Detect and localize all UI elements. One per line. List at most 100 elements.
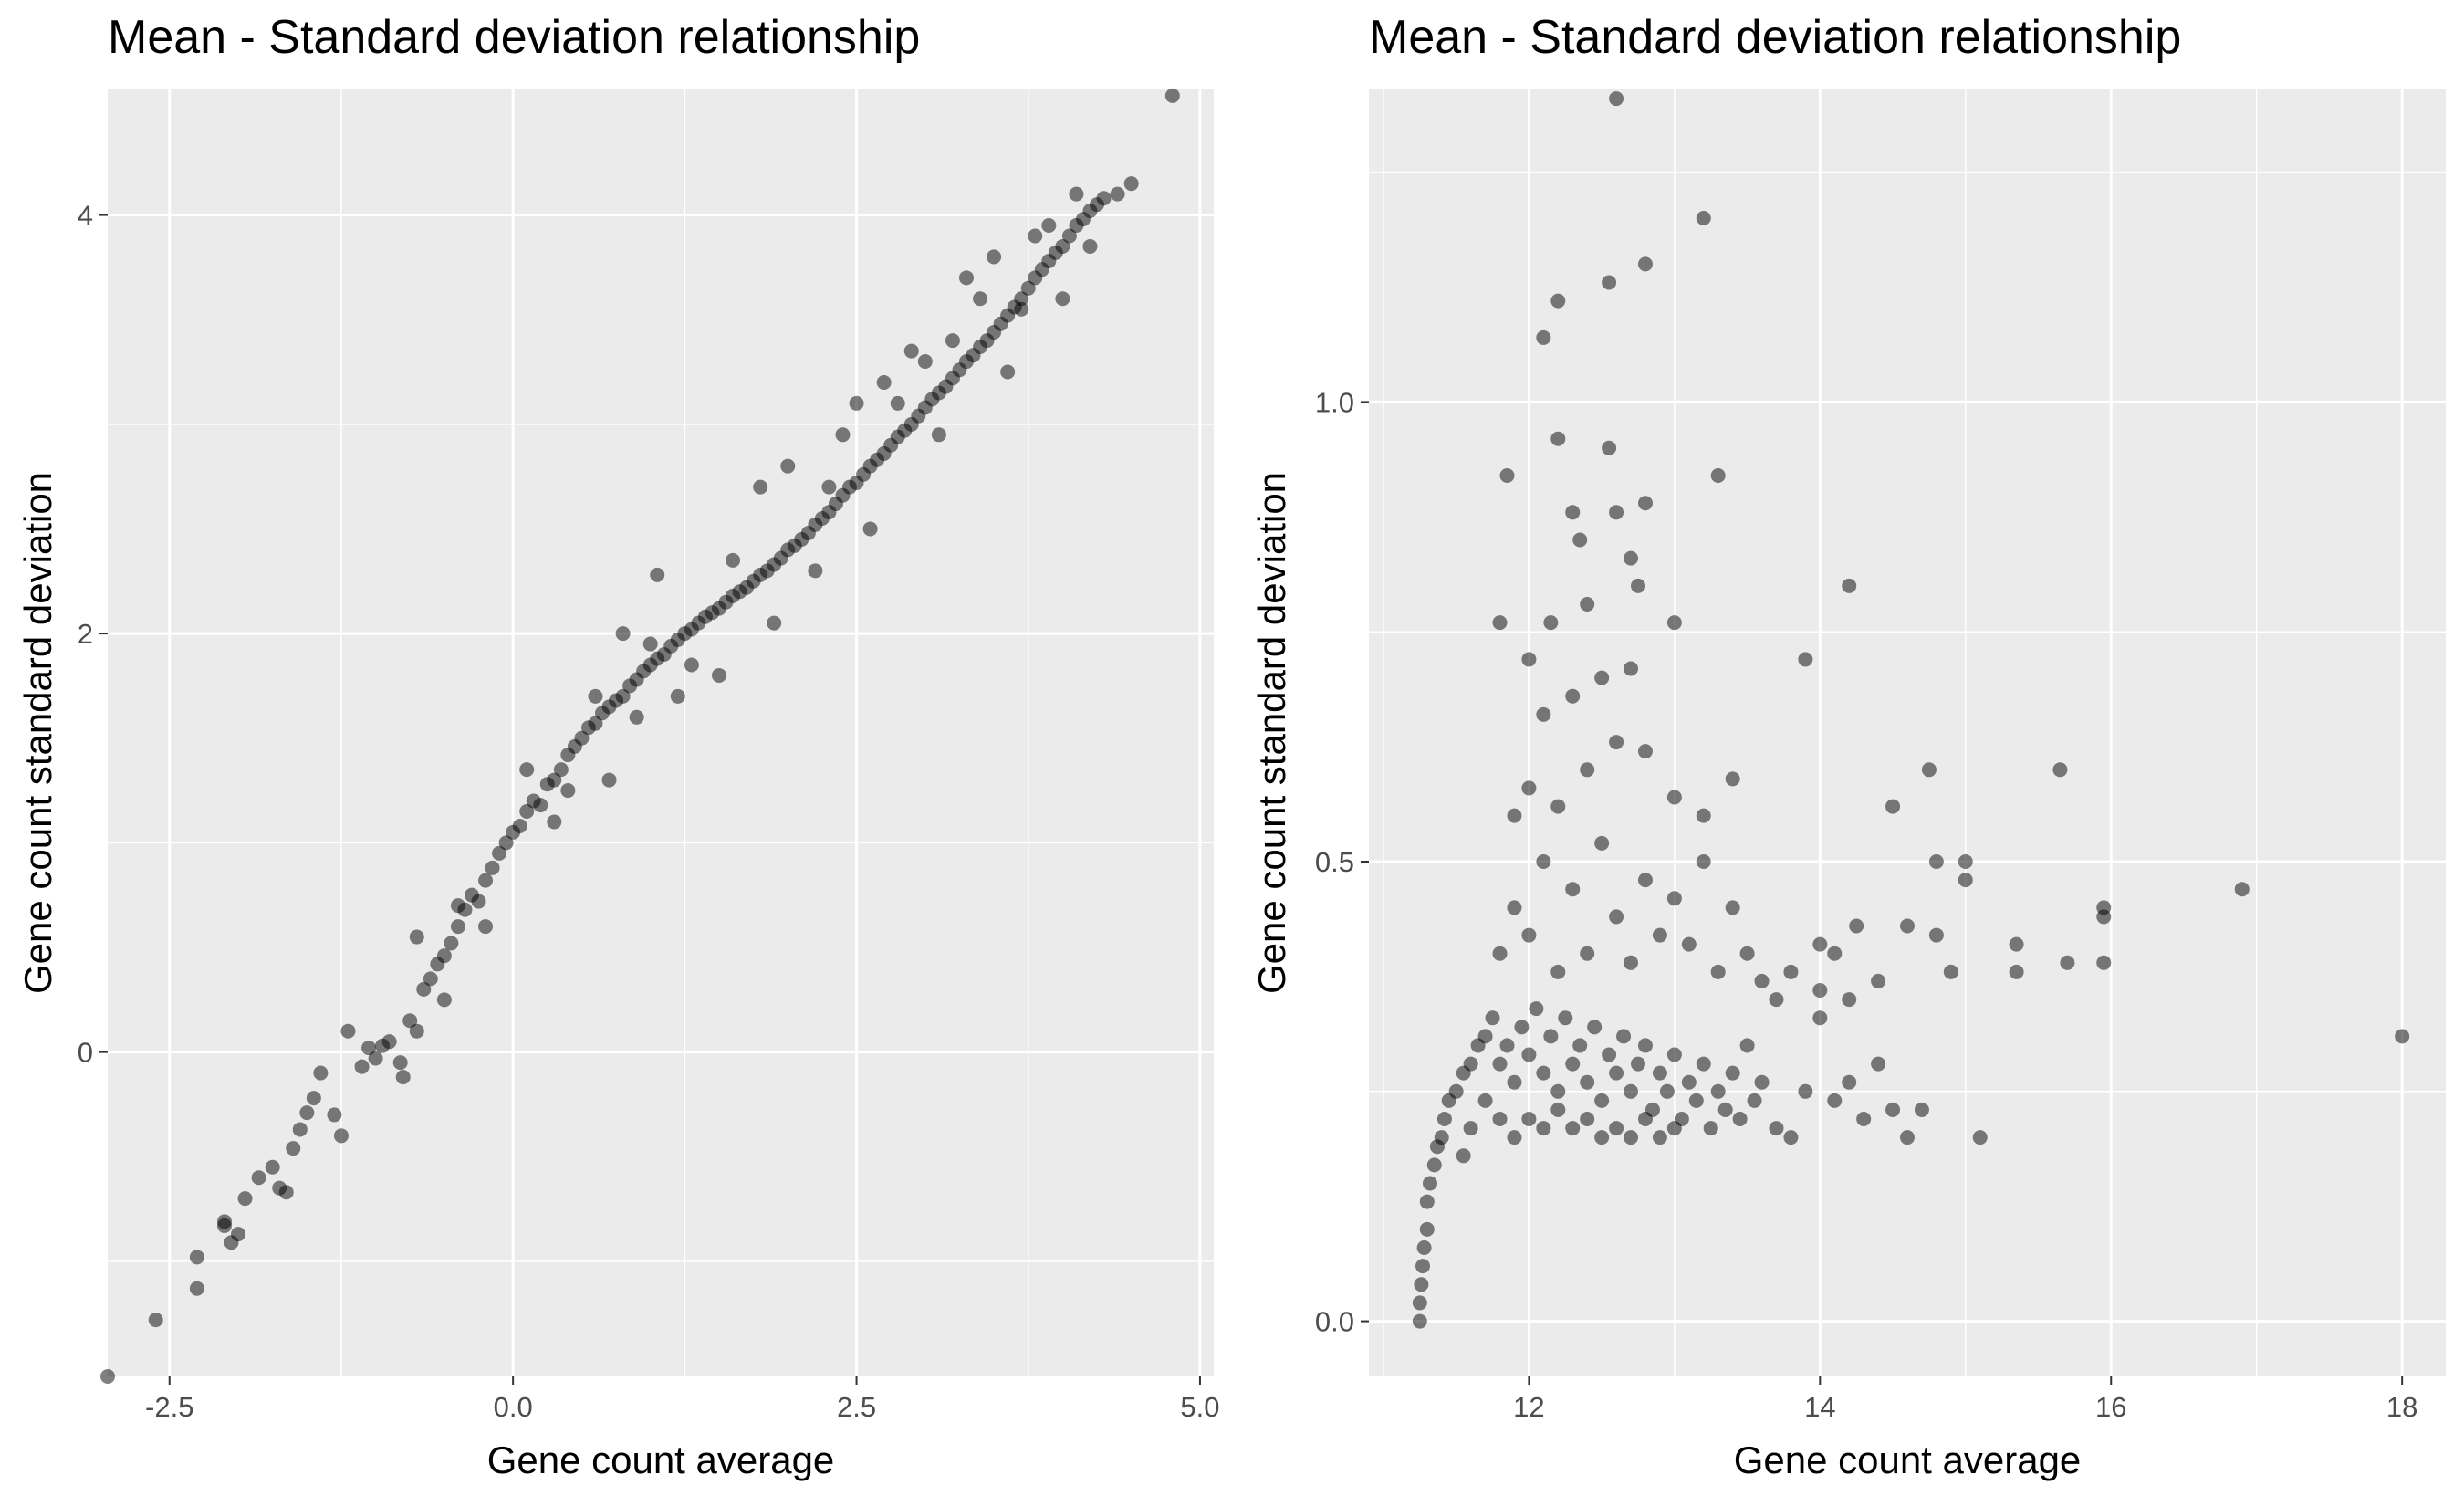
right-data-point xyxy=(1463,1121,1478,1136)
right-data-point xyxy=(1602,440,1617,455)
right-data-point xyxy=(1594,670,1610,685)
left-y-tick-label: 0 xyxy=(78,1037,93,1069)
left-data-point xyxy=(1055,291,1070,307)
left-data-point xyxy=(100,1369,115,1384)
left-data-point xyxy=(903,343,919,359)
right-data-point xyxy=(1783,1130,1799,1145)
left-data-point xyxy=(237,1191,253,1207)
right-data-point xyxy=(1609,1121,1624,1136)
right-data-point xyxy=(1624,955,1639,970)
left-data-point xyxy=(402,1013,418,1029)
left-data-point xyxy=(286,1141,301,1156)
left-plot-panel xyxy=(108,89,1214,1376)
right-data-point xyxy=(1529,1001,1544,1017)
left-data-point xyxy=(492,845,507,861)
right-data-point xyxy=(1842,1074,1857,1090)
right-data-point xyxy=(1543,1029,1559,1044)
left-data-point xyxy=(601,772,617,788)
right-data-point xyxy=(2234,882,2250,897)
left-data-point xyxy=(471,894,486,909)
right-data-point xyxy=(1477,1093,1493,1108)
left-data-point xyxy=(485,860,500,875)
right-data-point xyxy=(1754,973,1770,988)
left-y-axis-label: Gene count standard deviation xyxy=(16,472,59,994)
right-data-point xyxy=(1637,256,1653,272)
right-data-point xyxy=(1419,1221,1435,1237)
left-x-tick-label: 0.0 xyxy=(494,1391,533,1423)
right-data-point xyxy=(1696,1056,1711,1072)
right-data-point xyxy=(1587,1020,1603,1035)
right-data-point xyxy=(1412,1313,1427,1329)
right-data-point xyxy=(1769,1121,1784,1136)
right-data-point xyxy=(1666,1047,1682,1062)
left-data-point xyxy=(931,427,946,443)
left-data-point xyxy=(670,688,685,704)
left-data-point xyxy=(251,1170,266,1186)
left-data-point xyxy=(313,1065,329,1081)
left-data-point xyxy=(1014,291,1029,307)
right-data-point xyxy=(1710,1083,1726,1099)
left-x-ticks: -2.5 0.0 2.5 5.0 xyxy=(145,1376,1219,1423)
right-data-point xyxy=(1798,652,1813,667)
right-data-point xyxy=(1688,1093,1704,1108)
left-data-point xyxy=(560,783,576,799)
left-data-point xyxy=(231,1227,246,1242)
right-data-point xyxy=(1594,1093,1610,1108)
right-data-point xyxy=(1492,1056,1508,1072)
right-chart-title: Mean - Standard deviation relationship xyxy=(1369,11,2181,64)
right-x-axis-label: Gene count average xyxy=(1734,1438,2082,1481)
left-data-point xyxy=(849,395,864,411)
right-data-point xyxy=(2395,1029,2410,1044)
left-data-point xyxy=(1096,191,1112,206)
right-data-point xyxy=(1565,688,1581,704)
left-data-point xyxy=(423,971,438,987)
right-data-point xyxy=(1681,936,1697,952)
left-data-point xyxy=(767,615,782,631)
right-data-point xyxy=(1521,780,1537,796)
left-data-point xyxy=(361,1041,377,1056)
right-data-point xyxy=(1827,946,1843,961)
right-data-point xyxy=(1783,964,1799,979)
right-data-point xyxy=(1550,431,1566,446)
right-data-point xyxy=(1536,1065,1551,1081)
left-y-ticks: 0 2 4 xyxy=(78,200,108,1069)
left-data-point xyxy=(512,819,527,834)
right-data-point xyxy=(1696,211,1711,225)
left-data-point xyxy=(1041,218,1057,234)
right-data-point xyxy=(1812,1010,1828,1026)
left-data-point xyxy=(189,1281,204,1296)
right-data-point xyxy=(1624,661,1639,676)
left-data-point xyxy=(1028,228,1043,244)
left-data-point xyxy=(615,688,631,704)
right-data-point xyxy=(1550,293,1566,309)
right-data-point xyxy=(1812,936,1828,952)
right-x-tick-label: 16 xyxy=(2095,1391,2126,1423)
left-y-tick-label: 4 xyxy=(78,200,93,232)
left-data-point xyxy=(821,479,837,495)
right-data-point xyxy=(1871,973,1886,988)
right-data-point xyxy=(1499,468,1515,483)
right-data-point xyxy=(1463,1056,1478,1072)
right-data-point xyxy=(1871,1056,1886,1072)
left-data-point xyxy=(547,772,562,788)
right-data-point xyxy=(1703,1121,1718,1136)
left-data-point xyxy=(1020,280,1036,296)
right-data-point xyxy=(1580,946,1595,961)
right-data-point xyxy=(2009,936,2024,952)
right-data-point xyxy=(1536,1121,1551,1136)
right-data-point xyxy=(1594,835,1610,851)
right-data-point xyxy=(1477,1029,1493,1044)
left-data-point xyxy=(1082,238,1098,254)
right-data-point xyxy=(1812,983,1828,998)
right-data-point xyxy=(1842,992,1857,1008)
right-data-point xyxy=(1419,1194,1435,1209)
right-data-point xyxy=(1521,1047,1537,1062)
left-data-point xyxy=(987,249,1002,265)
right-data-point xyxy=(1958,854,1973,869)
left-data-point xyxy=(409,1023,424,1039)
left-data-point xyxy=(650,567,665,582)
left-data-point xyxy=(354,1059,370,1074)
right-data-point xyxy=(1609,1065,1624,1081)
right-data-point xyxy=(2060,955,2075,970)
left-data-point xyxy=(450,898,465,914)
